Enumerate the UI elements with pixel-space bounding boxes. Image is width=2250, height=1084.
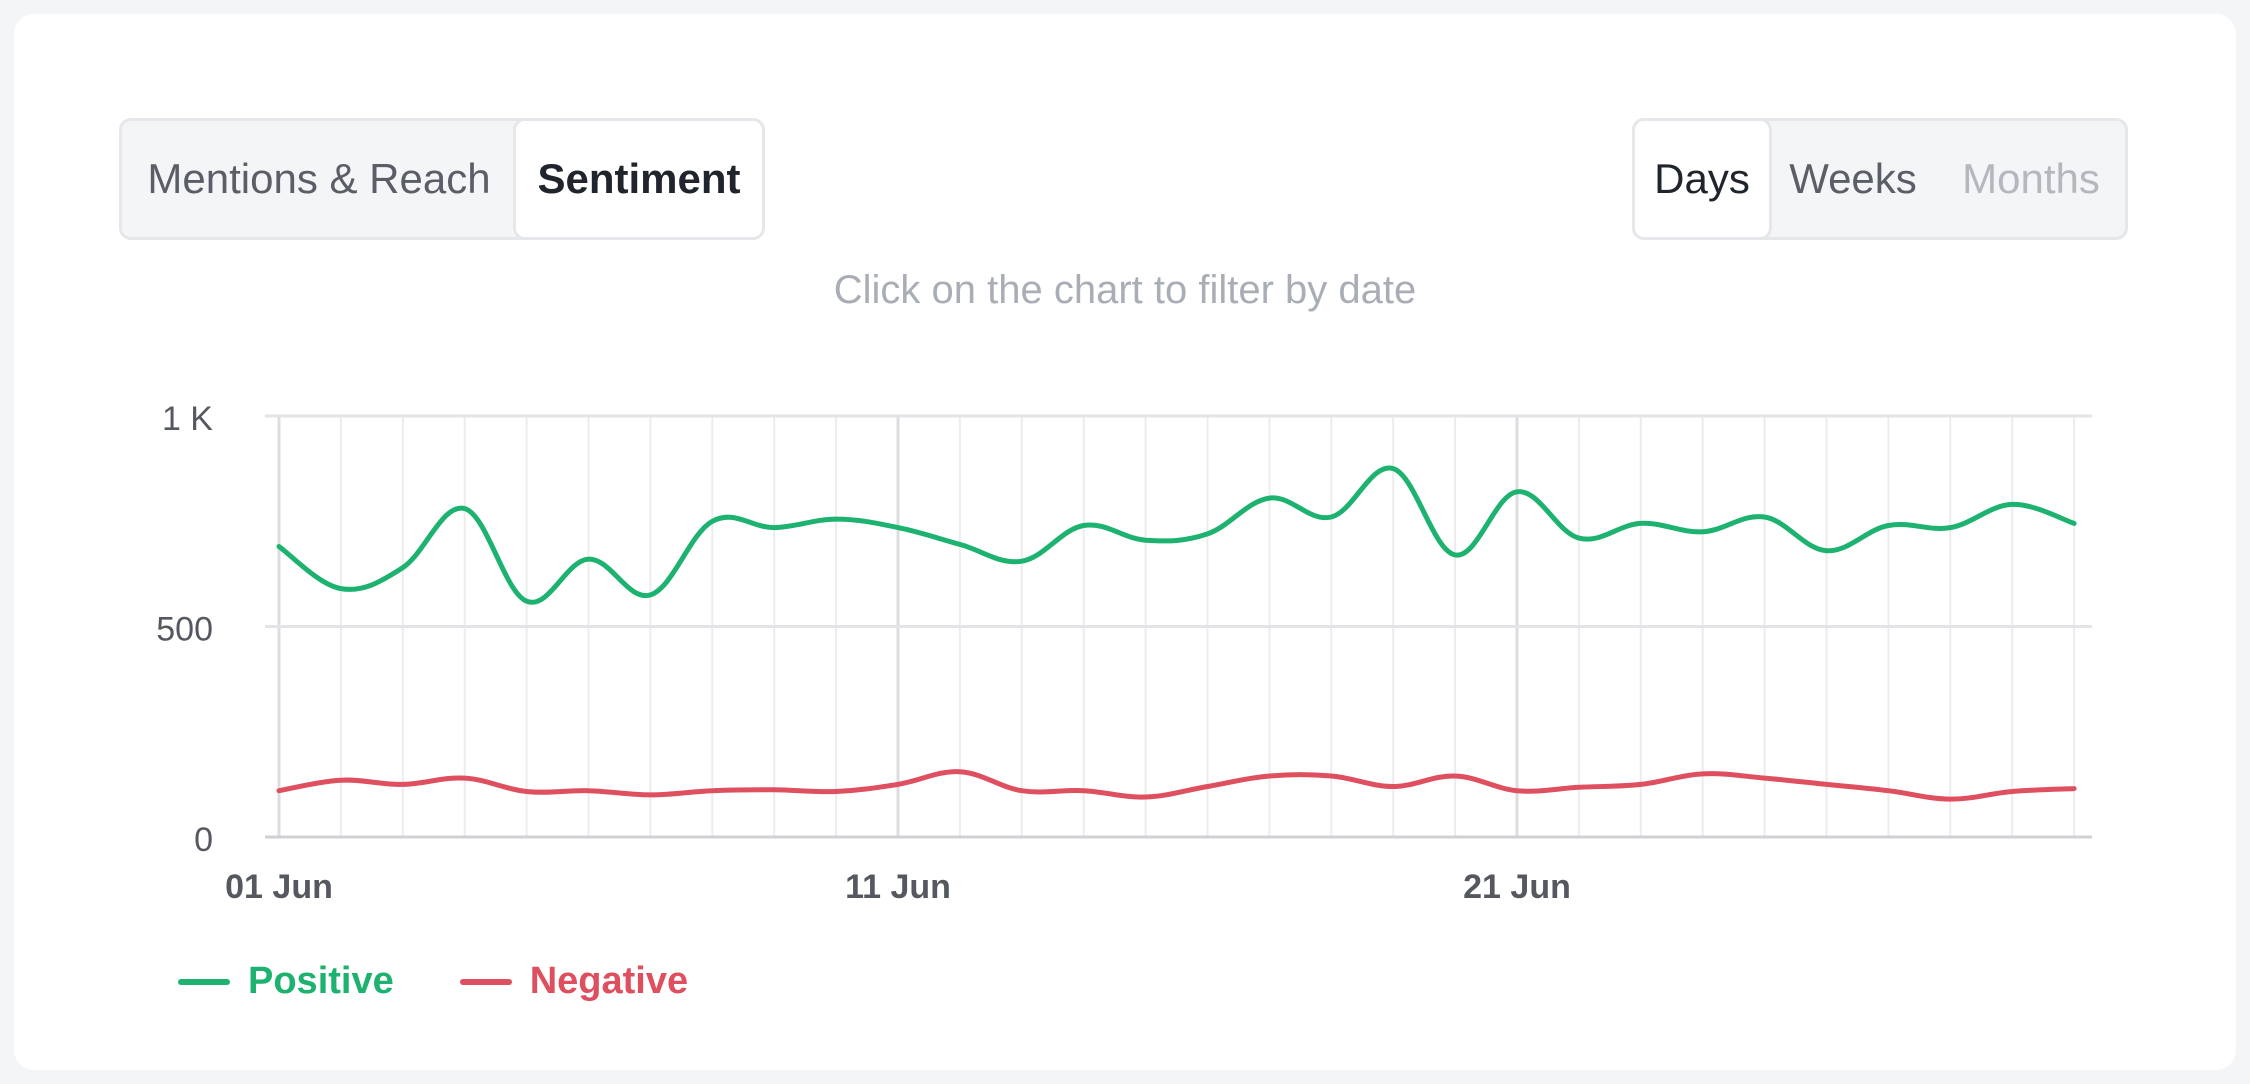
data-point-negative[interactable]: [335, 774, 347, 786]
data-point-positive[interactable]: [1573, 532, 1585, 544]
chart-axes: 0 500 1 K 01 Jun 11 Jun 21 Jun: [156, 400, 1571, 906]
data-point-positive[interactable]: [459, 503, 471, 515]
data-point-negative[interactable]: [1078, 785, 1090, 797]
data-point-negative[interactable]: [1511, 785, 1523, 797]
data-point-negative[interactable]: [1635, 778, 1647, 790]
data-point-negative[interactable]: [1882, 785, 1894, 797]
series-line-positive[interactable]: [276, 465, 2077, 605]
tab-mentions-reach[interactable]: Mentions & Reach: [147, 155, 491, 202]
data-point-positive[interactable]: [1697, 526, 1709, 538]
data-point-negative[interactable]: [583, 785, 595, 797]
data-point-negative[interactable]: [892, 778, 904, 790]
data-point-positive[interactable]: [644, 589, 656, 601]
data-point-negative[interactable]: [1821, 778, 1833, 790]
chart-grid: [265, 414, 2092, 839]
data-point-negative[interactable]: [1573, 781, 1585, 793]
chart-hint: Click on the chart to filter by date: [833, 268, 1417, 312]
data-point-negative[interactable]: [1759, 772, 1771, 784]
data-point-positive[interactable]: [273, 541, 285, 553]
data-point-positive[interactable]: [2068, 517, 2080, 529]
x-tick-label: 01 Jun: [225, 868, 333, 906]
data-point-negative[interactable]: [644, 789, 656, 801]
data-point-positive[interactable]: [1635, 517, 1647, 529]
period-days-button[interactable]: Days: [1632, 118, 1772, 240]
data-point-negative[interactable]: [1449, 770, 1461, 782]
x-tick-label: 21 Jun: [1463, 868, 1571, 906]
data-point-negative[interactable]: [1697, 768, 1709, 780]
y-tick-label: 1 K: [162, 400, 213, 438]
data-point-positive[interactable]: [768, 522, 780, 534]
data-point-negative[interactable]: [706, 785, 718, 797]
legend-positive-swatch: [178, 978, 230, 985]
metric-tab-group: Mentions & Reach Sentiment: [119, 118, 765, 240]
data-point-positive[interactable]: [1759, 511, 1771, 523]
legend-negative-swatch: [459, 978, 512, 985]
data-point-positive[interactable]: [1140, 534, 1152, 546]
chart-series[interactable]: [273, 463, 2080, 805]
y-tick-label: 0: [194, 821, 213, 859]
data-point-positive[interactable]: [1449, 549, 1461, 561]
data-point-positive[interactable]: [830, 513, 842, 525]
data-point-negative[interactable]: [1202, 780, 1214, 792]
data-point-negative[interactable]: [2068, 783, 2080, 795]
x-tick-label: 11 Jun: [845, 868, 951, 906]
data-point-positive[interactable]: [2006, 498, 2018, 510]
data-point-positive[interactable]: [1944, 522, 1956, 534]
data-point-negative[interactable]: [459, 772, 471, 784]
data-point-negative[interactable]: [397, 778, 409, 790]
data-point-positive[interactable]: [1325, 511, 1337, 523]
data-point-negative[interactable]: [1387, 780, 1399, 792]
y-tick-label: 500: [156, 611, 213, 649]
data-point-positive[interactable]: [706, 515, 718, 527]
period-months-button: Months: [1962, 155, 2100, 202]
data-point-positive[interactable]: [397, 562, 409, 574]
data-point-negative[interactable]: [830, 786, 842, 798]
legend-negative-label: Negative: [529, 960, 689, 1002]
legend-item-negative[interactable]: Negative: [459, 960, 689, 1003]
data-point-negative[interactable]: [1263, 770, 1275, 782]
data-point-positive[interactable]: [954, 538, 966, 550]
data-point-positive[interactable]: [892, 522, 904, 534]
legend-positive-label: Positive: [248, 960, 394, 1002]
data-point-positive[interactable]: [521, 595, 533, 607]
data-point-positive[interactable]: [1882, 519, 1894, 531]
data-point-negative[interactable]: [2006, 786, 2018, 798]
data-point-positive[interactable]: [1202, 528, 1214, 540]
data-point-positive[interactable]: [1387, 463, 1399, 475]
data-point-positive[interactable]: [1016, 555, 1028, 567]
data-point-negative[interactable]: [1944, 793, 1956, 805]
data-point-positive[interactable]: [1263, 492, 1275, 504]
data-point-positive[interactable]: [583, 553, 595, 565]
period-selector: Days Weeks Months: [1632, 118, 2128, 240]
data-point-negative[interactable]: [954, 766, 966, 778]
data-point-negative[interactable]: [1325, 770, 1337, 782]
period-weeks-button[interactable]: Weeks: [1789, 155, 1917, 202]
legend-item-positive[interactable]: Positive: [178, 960, 394, 1003]
chart-legend: Positive Negative: [178, 960, 688, 1003]
series-line-negative[interactable]: [276, 769, 2077, 802]
data-point-positive[interactable]: [1821, 545, 1833, 557]
tab-sentiment[interactable]: Sentiment: [513, 118, 765, 240]
data-point-negative[interactable]: [1016, 785, 1028, 797]
data-point-positive[interactable]: [1078, 519, 1090, 531]
data-point-negative[interactable]: [521, 786, 533, 798]
data-point-positive[interactable]: [1511, 486, 1523, 498]
data-point-negative[interactable]: [273, 785, 285, 797]
data-point-positive[interactable]: [335, 583, 347, 595]
data-point-negative[interactable]: [1140, 791, 1152, 803]
data-point-negative[interactable]: [768, 784, 780, 796]
